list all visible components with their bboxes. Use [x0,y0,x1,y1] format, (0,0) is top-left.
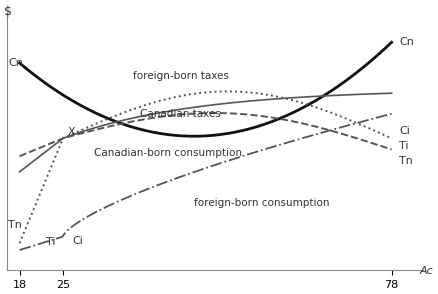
Text: $: $ [4,5,12,18]
Text: Canadian-born consumption: Canadian-born consumption [94,148,242,158]
Text: foreign-born consumption: foreign-born consumption [194,198,329,208]
Text: Tn: Tn [8,220,22,230]
Text: Ci: Ci [399,126,410,136]
Text: Ac: Ac [420,266,433,276]
Text: Ti: Ti [399,141,409,151]
Text: Ci: Ci [72,236,83,246]
Text: Tn: Tn [399,156,413,166]
Text: X: X [68,127,75,137]
Text: foreign-born taxes: foreign-born taxes [133,71,229,81]
Text: Canadian taxes: Canadian taxes [141,109,221,119]
Text: Cn: Cn [8,58,23,68]
Text: Cn: Cn [399,37,414,47]
Text: Ti: Ti [46,237,55,247]
